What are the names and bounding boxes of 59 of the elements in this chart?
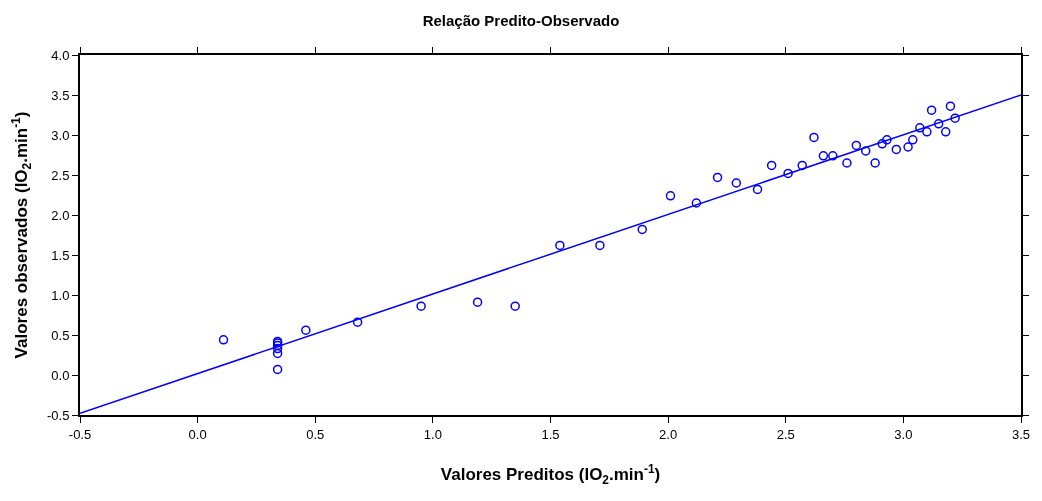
point <box>218 335 229 345</box>
point <box>272 348 283 359</box>
point <box>731 178 742 188</box>
point <box>472 297 483 307</box>
point <box>510 301 520 311</box>
y-tick-label: 0.5 <box>51 327 70 343</box>
point <box>766 160 777 171</box>
point <box>922 127 932 137</box>
point <box>882 135 892 145</box>
point <box>908 135 918 145</box>
point <box>595 240 605 251</box>
point <box>877 139 887 149</box>
point <box>783 168 793 179</box>
point <box>945 101 956 111</box>
y-tick-label: 3.0 <box>51 127 70 143</box>
point <box>416 301 426 311</box>
point <box>870 158 880 168</box>
point <box>903 142 913 152</box>
point <box>926 105 937 115</box>
x-tick-label: 3.5 <box>1011 426 1031 442</box>
x-tick-label: -0.5 <box>68 426 92 442</box>
point <box>851 140 862 151</box>
x-axis-title: Valores Preditos (lO$_{2}$.min$^{-1}$) <box>440 462 661 488</box>
y-tick-label: 0.0 <box>51 367 70 383</box>
y-tick-label: 1.0 <box>51 287 70 303</box>
y-tick-label: 4.0 <box>51 47 70 63</box>
point <box>665 191 676 201</box>
x-tick-label: 1.0 <box>423 426 442 442</box>
y-tick-label: 3.5 <box>51 87 70 103</box>
point <box>860 146 871 156</box>
point <box>752 184 763 195</box>
point <box>637 224 647 235</box>
point <box>842 158 852 168</box>
x-tick-label: 3.0 <box>894 426 913 442</box>
point <box>555 240 565 251</box>
point <box>818 151 829 161</box>
point <box>828 151 838 161</box>
point <box>891 144 902 155</box>
point <box>940 127 951 137</box>
chart-title: Relação Predito-Observado <box>422 11 620 29</box>
point <box>352 317 363 327</box>
x-tick-label: 0.5 <box>306 426 325 442</box>
y-tick-label: 2.0 <box>51 207 70 223</box>
point <box>933 119 944 129</box>
y-tick-label: 2.5 <box>51 167 70 183</box>
x-tick-label: 1.5 <box>541 426 560 442</box>
point <box>301 325 311 335</box>
y-tick-label: -0.5 <box>46 407 70 423</box>
y-tick-label: 1.5 <box>51 247 70 263</box>
point <box>915 123 925 133</box>
x-tick-label: 2.0 <box>659 426 678 442</box>
x-tick-label: 0.0 <box>188 426 207 442</box>
point <box>272 364 283 375</box>
point <box>797 160 807 171</box>
point <box>950 113 960 123</box>
point <box>691 198 702 208</box>
point <box>712 172 723 183</box>
point <box>809 132 819 143</box>
x-tick-label: 2.5 <box>776 426 795 442</box>
